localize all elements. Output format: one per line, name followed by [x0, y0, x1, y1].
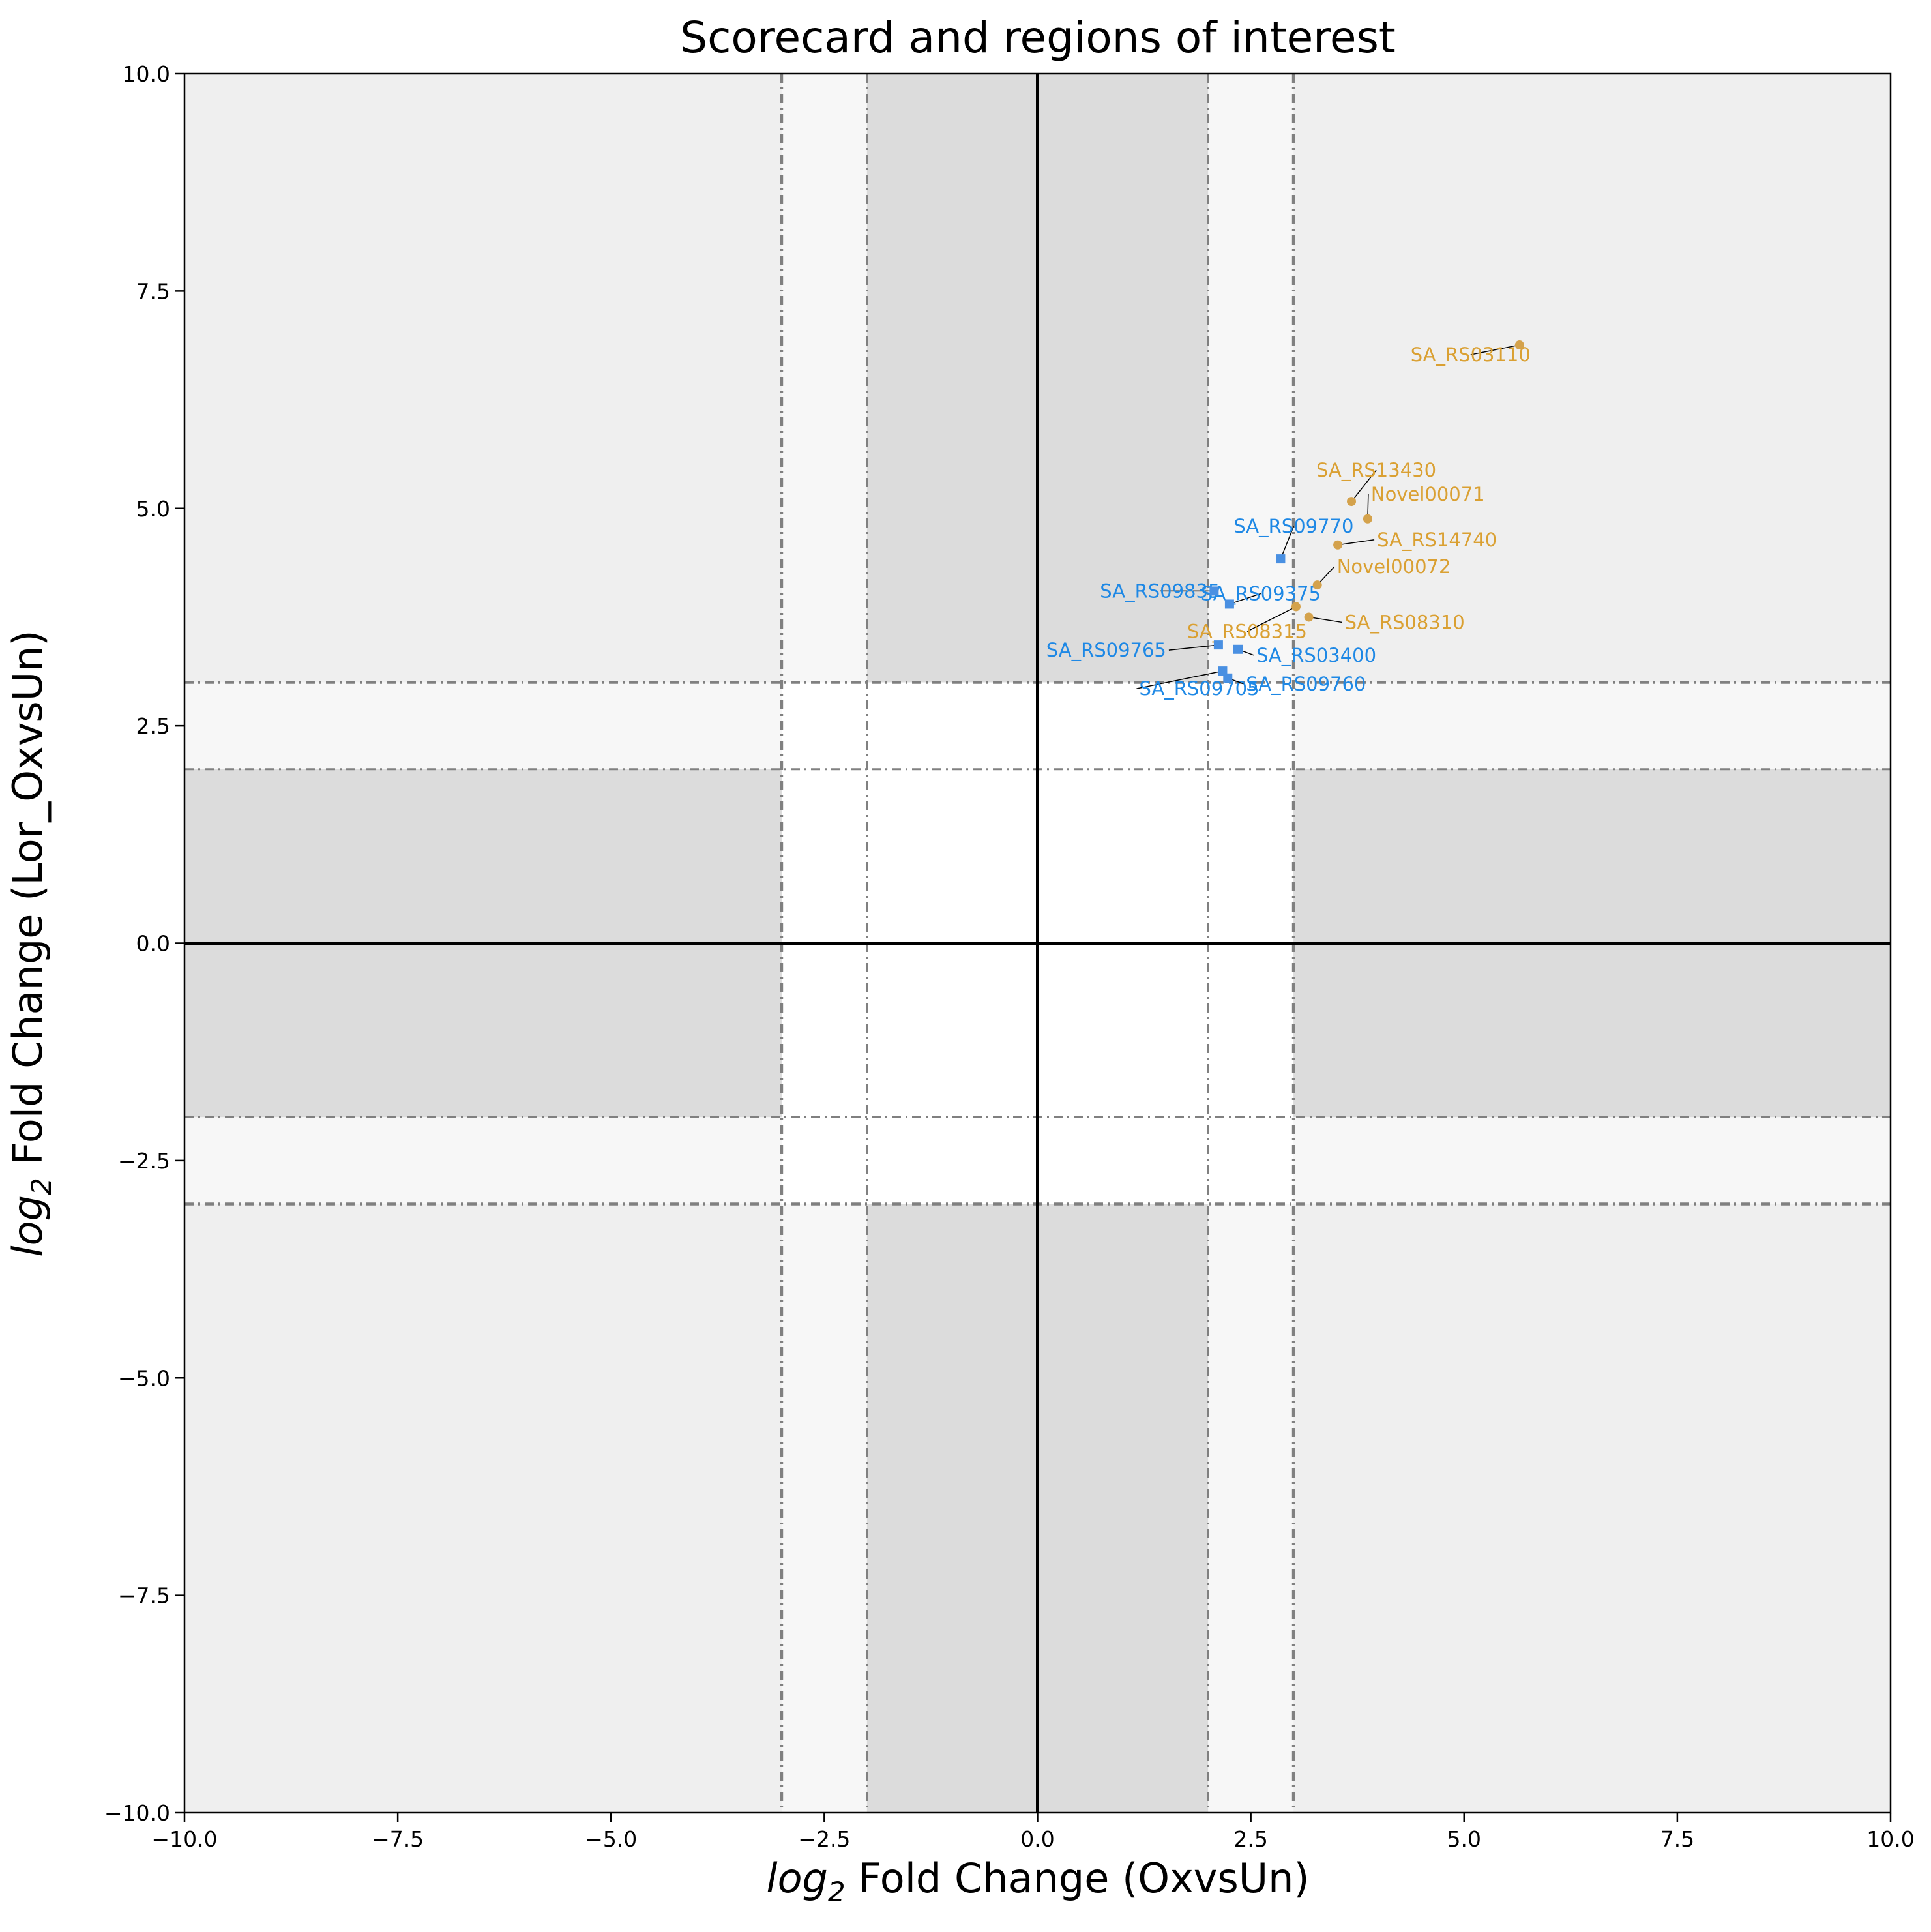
point-label: SA_RS08315 — [1187, 620, 1307, 642]
point-label: SA_RS09375 — [1201, 582, 1321, 604]
x-tick-label: 0.0 — [1020, 1826, 1054, 1852]
annotation-leader — [1470, 344, 1520, 355]
point-label: SA_RS09770 — [1233, 515, 1353, 537]
data-point — [1209, 586, 1219, 596]
y-tick-label: 2.5 — [136, 713, 170, 739]
data-point — [1291, 602, 1301, 612]
y-tick-label: 0.0 — [136, 931, 170, 957]
point-label: SA_RS03110 — [1411, 344, 1531, 366]
annotation-leader — [1136, 670, 1223, 689]
annotation-leader — [1168, 644, 1218, 651]
region-band — [781, 74, 867, 683]
x-tick-label: 2.5 — [1233, 1826, 1267, 1852]
chart-title: Scorecard and regions of interest — [680, 12, 1395, 63]
point-label: SA_RS13430 — [1316, 459, 1436, 481]
x-axis-label: log2 Fold Change (OxvsUn) — [766, 1854, 1309, 1908]
region-band — [184, 1117, 782, 1204]
region-band — [781, 1204, 867, 1813]
y-tick-label: −2.5 — [118, 1148, 170, 1174]
point-label: Novel00072 — [1337, 556, 1451, 578]
data-point — [1333, 540, 1343, 550]
x-tick-label: 5.0 — [1447, 1826, 1481, 1852]
y-axis-ticks: −10.0 −7.5 −5.0 −2.5 0.0 2.5 5.0 7.5 10.0 — [104, 61, 184, 1826]
point-label: SA_RS09760 — [1246, 673, 1366, 695]
y-tick-label: 10.0 — [123, 61, 170, 87]
data-point — [1218, 666, 1228, 676]
data-point — [1276, 554, 1286, 564]
zero-lines — [184, 74, 1891, 1813]
region-top-left — [184, 74, 782, 683]
y-tick-label: 5.0 — [136, 496, 170, 522]
x-tick-label: 10.0 — [1866, 1826, 1914, 1852]
point-label: Novel00071 — [1371, 483, 1485, 505]
data-point — [1363, 514, 1372, 524]
data-points — [1209, 340, 1524, 683]
x-tick-label: −10.0 — [151, 1826, 217, 1852]
x-tick-label: −5.0 — [585, 1826, 637, 1852]
region-band — [184, 682, 782, 769]
data-point — [1304, 612, 1314, 622]
data-point — [1312, 580, 1322, 590]
y-axis-label: log2 Fold Change (Lor_OxvsUn) — [4, 630, 57, 1256]
y-tick-label: −5.0 — [118, 1365, 170, 1391]
annotation-leader — [1308, 616, 1342, 623]
point-label: SA_RS08310 — [1345, 611, 1465, 633]
data-point — [1347, 497, 1357, 507]
x-tick-label: −2.5 — [798, 1826, 850, 1852]
annotation-leader — [1337, 539, 1375, 546]
annotation-leader — [1351, 469, 1377, 502]
region-band — [1208, 74, 1294, 683]
region-top-right — [1293, 74, 1891, 683]
region-bottom-left — [184, 1204, 782, 1813]
annotation-leader — [1246, 606, 1297, 632]
y-tick-label: −10.0 — [104, 1800, 170, 1826]
data-point — [1514, 340, 1524, 350]
point-label: SA_RS14740 — [1377, 529, 1497, 551]
data-point — [1233, 644, 1243, 654]
region-bottom-right — [1293, 1204, 1891, 1813]
region-band — [1293, 682, 1891, 769]
point-label: SA_RS09705 — [1139, 677, 1259, 700]
data-point — [1213, 640, 1223, 650]
annotation-leader — [1229, 593, 1261, 605]
y-tick-label: 7.5 — [136, 278, 170, 304]
point-label: SA_RS09765 — [1046, 639, 1166, 661]
point-label: SA_RS09835 — [1100, 580, 1220, 602]
region-band — [1208, 1204, 1294, 1813]
x-axis-ticks: −10.0 −7.5 −5.0 −2.5 0.0 2.5 5.0 7.5 10.0 — [151, 1813, 1915, 1852]
x-tick-label: −7.5 — [372, 1826, 424, 1852]
y-tick-label: −7.5 — [118, 1583, 170, 1609]
region-band — [1293, 1117, 1891, 1204]
point-label: SA_RS03400 — [1256, 644, 1376, 666]
data-point — [1224, 599, 1234, 609]
annotation-leader — [1280, 526, 1295, 559]
x-tick-label: 7.5 — [1660, 1826, 1694, 1852]
data-point — [1223, 673, 1233, 683]
